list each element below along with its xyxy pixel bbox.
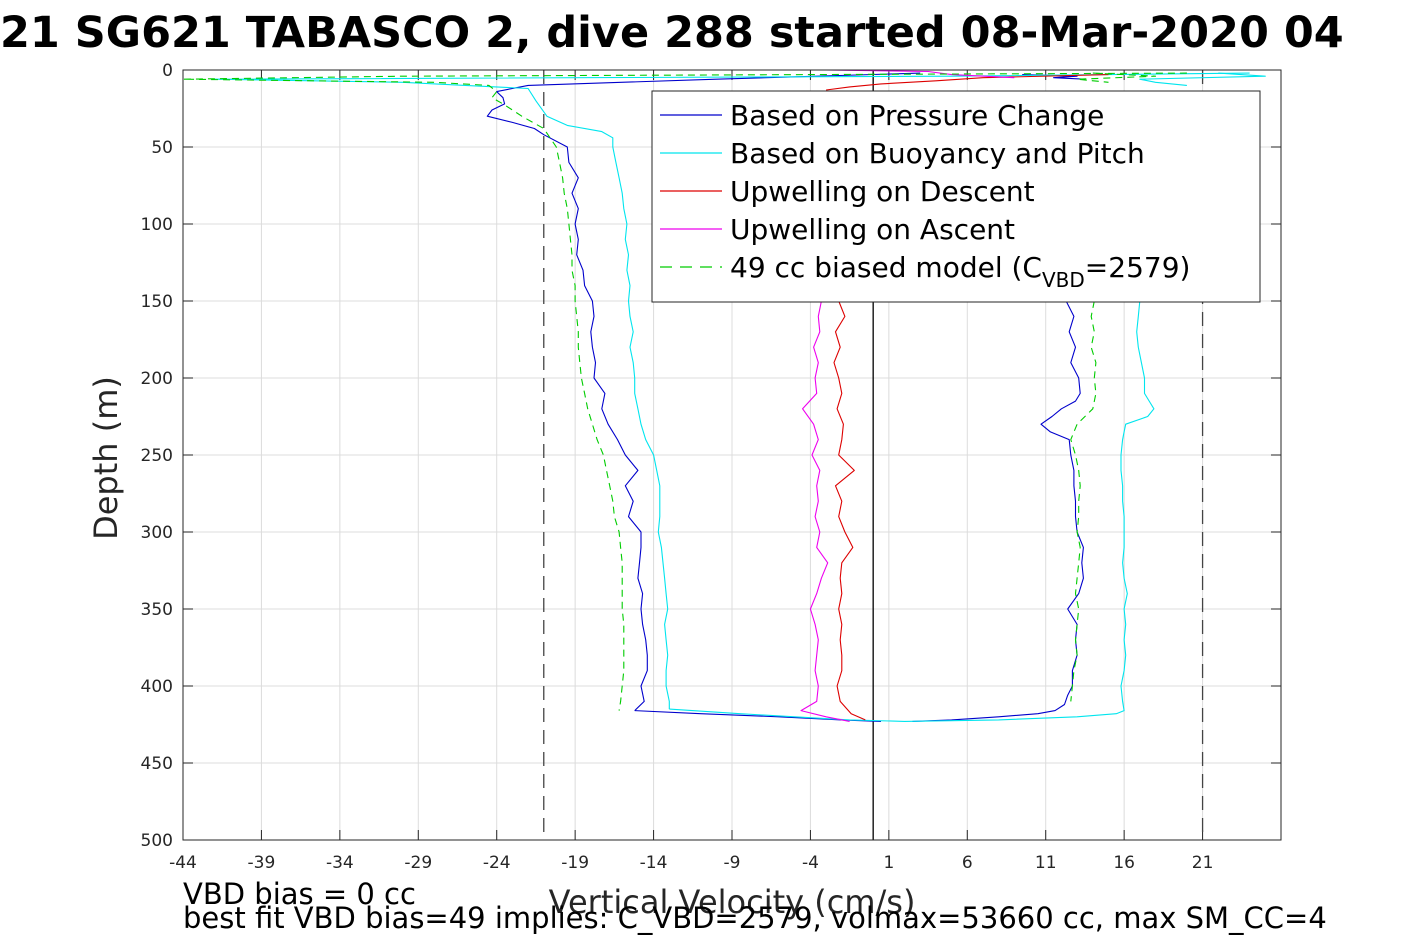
- x-tick-label: -4: [802, 853, 819, 873]
- series-line: [486, 72, 921, 711]
- y-tick-label: 250: [141, 446, 173, 466]
- legend-entry: Based on Buoyancy and Pitch: [730, 137, 1145, 170]
- series-group: [183, 70, 1266, 722]
- y-tick-label: 50: [151, 138, 173, 158]
- series-line: [1076, 72, 1157, 83]
- series-line: [826, 70, 1015, 79]
- series-line: [833, 300, 866, 721]
- chart-title: 21 SG621 TABASCO 2, dive 288 started 08-…: [0, 8, 1344, 58]
- y-tick-label: 350: [141, 600, 173, 620]
- series-line: [800, 300, 850, 722]
- series-line: [213, 72, 1250, 710]
- y-tick-label: 100: [141, 215, 173, 235]
- x-tick-label: 11: [1035, 853, 1057, 873]
- x-tick-label: -34: [326, 853, 354, 873]
- series-line: [669, 708, 905, 722]
- x-tick-label: -14: [640, 853, 668, 873]
- x-tick-label: 6: [962, 853, 973, 873]
- legend-box: [651, 90, 1261, 303]
- x-tick-label: -39: [248, 853, 276, 873]
- legend-entry: Upwelling on Descent: [730, 175, 1035, 208]
- y-tick-label: 400: [141, 677, 173, 697]
- x-tick-label: -19: [561, 853, 589, 873]
- y-tick-label: 150: [141, 292, 173, 312]
- x-tick-label: 16: [1113, 853, 1135, 873]
- x-tick-label: -29: [404, 853, 432, 873]
- y-tick-label: 300: [141, 523, 173, 543]
- y-tick-label: 450: [141, 754, 173, 774]
- x-tick-label: -9: [724, 853, 741, 873]
- legend-entry: Based on Pressure Change: [730, 99, 1104, 132]
- x-tick-labels: -44 -39 -34 -29 -24 -19 -14 -9 -4 1 6 11 16 21: [169, 853, 1213, 873]
- series-line: [912, 300, 1084, 722]
- x-tick-label: 21: [1192, 853, 1214, 873]
- y-tick-label: 500: [141, 831, 173, 851]
- axes-box: [182, 69, 1282, 841]
- y-tick-labels: 0 50 100 150 200 250 300 350 400 450 500: [141, 61, 173, 851]
- x-tick-label: -24: [483, 853, 511, 873]
- series-line: [1139, 72, 1266, 86]
- y-axis-label: Depth (m): [87, 376, 125, 540]
- legend-entry: Upwelling on Ascent: [730, 213, 1015, 246]
- series-line: [183, 72, 1187, 711]
- series-line: [904, 300, 1155, 722]
- footer-vbd-bias: VBD bias = 0 cc: [183, 877, 416, 911]
- legend: Based on Pressure Change Based on Buoyanc…: [651, 90, 1261, 303]
- x-tick-label: -44: [169, 853, 197, 873]
- y-tick-label: 0: [162, 61, 173, 81]
- legend-entry: 49 cc biased model (CVBD=2579): [730, 251, 1190, 292]
- x-tick-label: 1: [883, 853, 894, 873]
- footer-best-fit: best fit VBD bias=49 implies: C_VBD=2579…: [183, 901, 1327, 935]
- x-axis-label: Vertical Velocity (cm/s): [549, 883, 916, 921]
- y-tick-label: 200: [141, 369, 173, 389]
